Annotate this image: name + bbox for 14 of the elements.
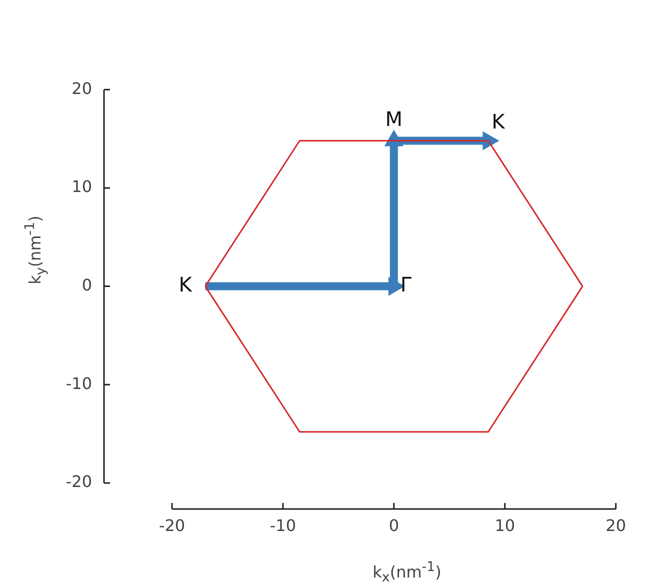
x-tick-label: 0 bbox=[388, 516, 400, 535]
x-tick-label: 20 bbox=[606, 516, 626, 535]
y-tick-label: 0 bbox=[82, 275, 92, 294]
annotation: K bbox=[492, 110, 506, 134]
x-axis-title: k$_{x}$(nm$^{-1}$) bbox=[372, 560, 442, 586]
y-tick-label: 20 bbox=[72, 78, 92, 98]
y-tick-label: -20 bbox=[66, 472, 92, 492]
annotation: K bbox=[178, 272, 193, 297]
annotation: M bbox=[385, 106, 403, 131]
y-tick-label: -10 bbox=[66, 374, 92, 393]
x-tick-label: -20 bbox=[158, 516, 186, 535]
y-tick-label: 10 bbox=[72, 177, 92, 196]
x-tick-label: 10 bbox=[494, 516, 516, 535]
x-tick-label: -10 bbox=[270, 516, 296, 535]
